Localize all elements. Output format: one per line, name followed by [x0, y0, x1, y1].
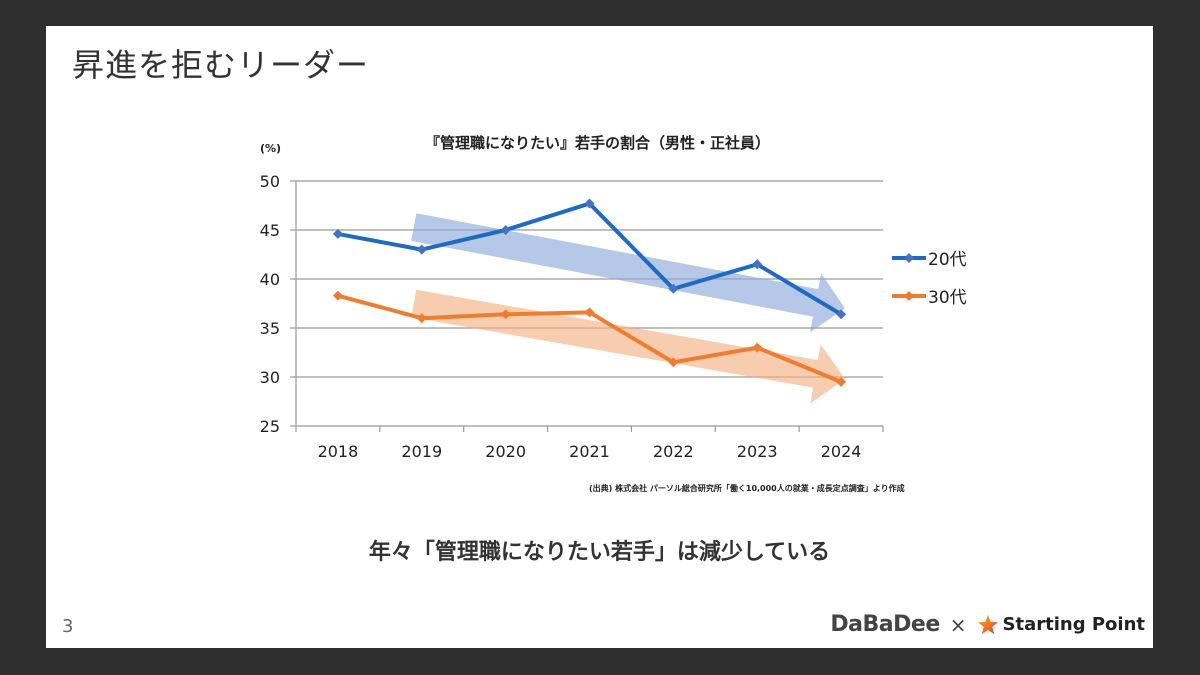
- legend-label-20s: 20代: [928, 250, 967, 270]
- data-point-20s: [332, 228, 343, 239]
- trend-arrow-20s: [411, 213, 846, 333]
- y-tick-label: 50: [260, 172, 280, 191]
- data-point-30s: [584, 307, 595, 318]
- y-tick-label: 25: [260, 417, 280, 436]
- page-number: 3: [62, 616, 74, 637]
- footer-logo: DaBaDee × Starting Point: [830, 612, 1145, 637]
- legend-marker-30s: [904, 291, 914, 301]
- data-point-20s: [668, 283, 679, 294]
- data-point-30s: [332, 290, 343, 301]
- starting-point-text: Starting Point: [1002, 614, 1145, 635]
- chart-title: 『管理職になりたい』若手の割合（男性・正社員）: [425, 134, 770, 152]
- data-point-30s: [752, 342, 763, 353]
- y-tick-label: 35: [260, 319, 280, 338]
- data-point-20s: [416, 244, 427, 255]
- x-tick-label: 2020: [485, 442, 526, 461]
- x-tick-label: 2018: [318, 442, 359, 461]
- x-tick-label: 2021: [569, 442, 610, 461]
- star-icon: [977, 614, 998, 634]
- slide: 昇進を拒むリーダー 『管理職になりたい』若手の割合（男性・正社員） (%) 25 30…: [46, 26, 1153, 648]
- legend-label-30s: 30代: [928, 288, 967, 308]
- y-tick-label: 40: [260, 270, 280, 289]
- data-point-20s: [836, 309, 847, 320]
- line-chart: 『管理職になりたい』若手の割合（男性・正社員） (%) 25 30 35 40 45 50 20…: [260, 134, 967, 461]
- y-axis-unit-label: (%): [260, 142, 281, 155]
- source-note: (出典) 株式会社 パーソル総合研究所「働く10,000人の就業・成長定点調査」…: [589, 484, 905, 493]
- data-point-30s: [416, 313, 427, 324]
- x-tick-label: 2022: [653, 442, 694, 461]
- times-separator: ×: [949, 612, 967, 637]
- x-tick-label: 2024: [821, 442, 862, 461]
- starting-point-logo: Starting Point: [977, 614, 1145, 636]
- data-point-20s: [500, 225, 511, 235]
- data-point-20s: [752, 259, 763, 270]
- data-point-20s: [584, 198, 595, 209]
- dabadee-logo: DaBaDee: [830, 612, 940, 637]
- data-point-30s: [668, 357, 679, 368]
- slide-title: 昇進を拒むリーダー: [72, 46, 370, 84]
- trend-arrow-30s: [411, 289, 846, 404]
- legend-marker-20s: [904, 253, 914, 263]
- key-message: 年々「管理職になりたい若手」は減少している: [368, 540, 831, 565]
- y-tick-label: 30: [260, 368, 280, 387]
- data-point-30s: [836, 376, 847, 387]
- y-tick-label: 45: [260, 221, 280, 240]
- x-tick-label: 2023: [737, 442, 778, 461]
- x-tick-label: 2019: [401, 442, 442, 461]
- data-point-30s: [500, 309, 511, 320]
